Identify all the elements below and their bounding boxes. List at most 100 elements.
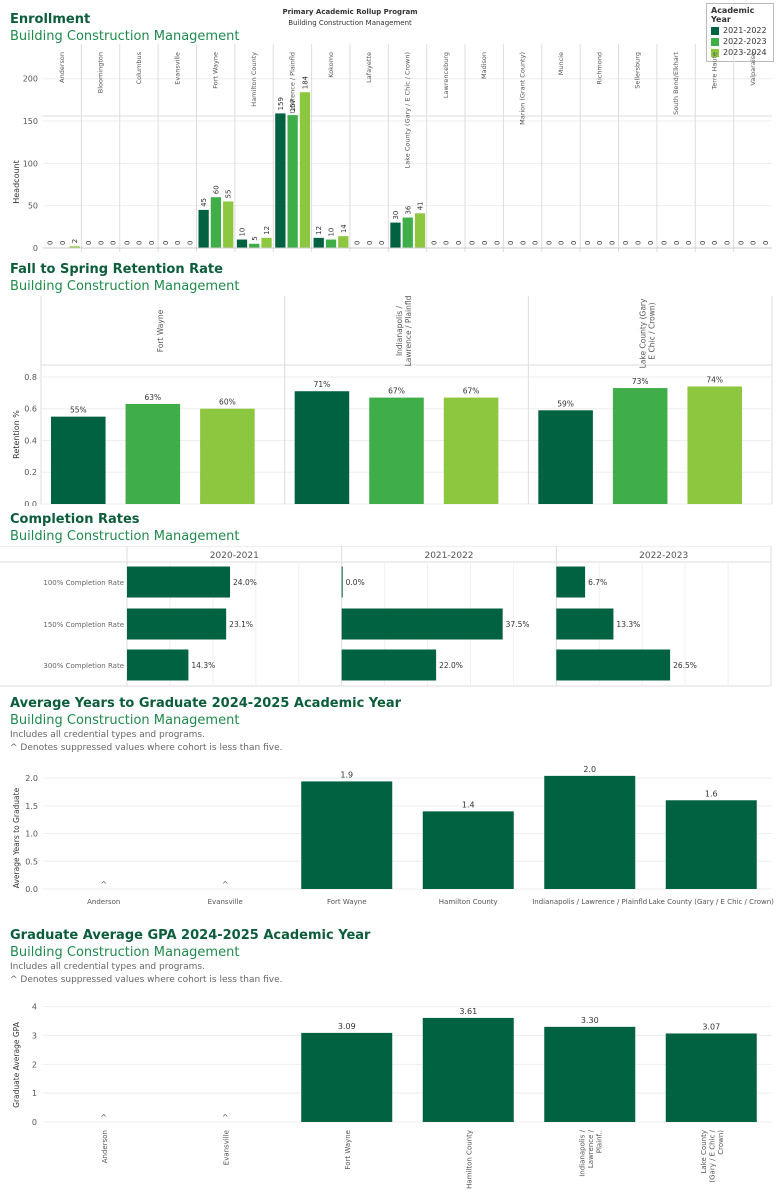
category-label-hamilton-county: Hamilton County: [465, 1130, 473, 1189]
y-tick-label: 0.6: [24, 405, 37, 414]
data-label: 1.4: [462, 800, 475, 809]
data-label: 0: [570, 241, 578, 245]
category-label-anderson: Anderson: [58, 52, 66, 83]
data-label: 0: [354, 241, 362, 245]
row-label-150-completion-rate: 150% Completion Rate: [43, 621, 124, 629]
data-label: 0: [558, 241, 566, 245]
y-axis-label: Retention %: [12, 410, 21, 459]
data-label: 0: [685, 241, 693, 245]
bar-indianapolis-lawrence-plainfld-2023-2024: [299, 92, 311, 249]
data-label: 1.9: [340, 770, 353, 779]
data-label: 0: [584, 241, 592, 245]
bar-lake-county-gary-e-chic-crown: [665, 800, 757, 889]
row-label-100-completion-rate: 100% Completion Rate: [43, 579, 124, 587]
y-tick-label: 0.0: [24, 500, 37, 506]
data-label: 41: [417, 201, 425, 210]
data-label: 0: [162, 241, 170, 245]
data-label: 0: [443, 241, 451, 245]
data-label: 14.3%: [191, 661, 215, 670]
data-label: 0: [430, 241, 438, 245]
category-label-indianapolis-lawrence-plainfld: Indianapolis / Lawrence / Plainfld: [288, 52, 296, 159]
bar-lake-county-gary-e-chic-crown-2023-2024: [414, 213, 426, 248]
bar-hamilton-county-2021-2022: [236, 239, 248, 248]
category-label-fort-wayne: Fort Wayne: [212, 52, 220, 89]
category-label-lafayette: Lafayette: [365, 52, 373, 83]
category-label-lake-county-gary-e-chic-crown: Lake County (Gary / E Chic / Crown): [649, 898, 775, 906]
bar-fort-wayne-2022-2023: [210, 197, 222, 248]
data-label: 74%: [706, 375, 723, 384]
panel-header-2022-2023: 2022-2023: [639, 551, 688, 561]
category-label-anderson: Anderson: [101, 1130, 109, 1163]
category-label-lake-county-gary-e-chic-crown: Lake County (Gary /E Chic / Crown): [639, 296, 657, 368]
category-label-anderson: Anderson: [87, 898, 120, 906]
bar-2020-2021-100-completion-rate: [127, 566, 231, 598]
data-label: 63%: [144, 393, 161, 402]
bar-hamilton-county-2022-2023: [249, 243, 260, 248]
enrollment-title: Enrollment: [10, 12, 91, 27]
category-label-indianapolis-lawrence-plainf: Indianapolis /Lawrence /Plainf..: [578, 1129, 603, 1176]
y-tick-label: 0: [32, 1118, 37, 1127]
bar-lake-county-gary-e-chic-crown-2021-2022: [390, 222, 401, 248]
data-label: 23.1%: [229, 620, 253, 629]
data-label: 0: [762, 241, 770, 245]
report-subtitle: Building Construction Management: [288, 19, 412, 27]
data-label: 157: [289, 99, 297, 112]
bar-indianapolis-lawrence-plainfld-2021-2022: [294, 391, 350, 504]
data-label: 0: [174, 241, 182, 245]
data-label: 67%: [463, 387, 480, 396]
suppressed-marker: ^: [222, 880, 229, 889]
y-tick-label: 4: [32, 1003, 37, 1012]
data-label: 0: [750, 241, 758, 245]
bar-lake-county-gary-e-chic-crown-2021-2022: [538, 410, 593, 504]
y-tick-label: 3: [32, 1031, 37, 1040]
data-label: 3.07: [702, 1022, 720, 1031]
legend: Academic Year 2021-2022 2022-2023 2023-2…: [706, 3, 774, 62]
data-label: 0.0%: [346, 578, 365, 587]
years-subtitle: Building Construction Management: [10, 713, 240, 728]
y-axis-label: Headcount: [12, 160, 21, 204]
category-label-hamilton-county: Hamilton County: [250, 52, 258, 107]
bar-lake-county-gary-e-chic-crown-2022-2023: [612, 388, 668, 504]
legend-item-2022-2023: 2022-2023: [711, 37, 769, 46]
bar-indianapolis-lawrence-plainfld-2023-2024: [443, 397, 499, 504]
gpa-title: Graduate Average GPA 2024-2025 Academic …: [10, 928, 371, 943]
y-tick-label: 1: [32, 1089, 37, 1098]
legend-item-2021-2022: 2021-2022: [711, 26, 769, 35]
years-note-suppressed: ^ Denotes suppressed values where cohort…: [10, 743, 283, 753]
enrollment-subtitle: Building Construction Management: [10, 29, 240, 44]
bar-hamilton-county: [422, 1017, 514, 1122]
category-label-lake-county-gary-e-chic-crown: Lake County (Gary / E Chic / Crown): [404, 52, 412, 168]
legend-label: 2023-2024: [723, 48, 767, 57]
data-label: 0: [647, 241, 655, 245]
data-label: 0: [148, 241, 156, 245]
bar-fort-wayne: [301, 781, 393, 889]
category-label-hamilton-county: Hamilton County: [439, 898, 498, 906]
category-label-evansville: Evansville: [208, 898, 243, 906]
category-label-fort-wayne: Fort Wayne: [327, 898, 367, 906]
data-label: 0: [469, 241, 477, 245]
data-label: 3.09: [338, 1022, 356, 1031]
years-chart: 0.0 0.5 1.0 1.5 2.0 Average Years to Graduate…: [12, 765, 775, 906]
category-label-indianapolis-lawrence-plainfld: Indianapolis / Lawrence / Plainfld: [532, 898, 647, 906]
category-label-fort-wayne: Fort Wayne: [344, 1130, 352, 1170]
data-label: 2: [71, 239, 79, 243]
category-label-madison: Madison: [480, 52, 488, 79]
y-axis-label: Average Years to Graduate: [12, 787, 21, 888]
bar-indianapolis-lawrence-plainfld-2022-2023: [287, 115, 298, 248]
bar-anderson-2023-2024: [69, 246, 80, 248]
category-label-richmond: Richmond: [595, 52, 603, 85]
bar-kokomo-2021-2022: [313, 237, 324, 248]
bar-fort-wayne: [301, 1032, 393, 1122]
data-label: 0: [711, 241, 719, 245]
data-label: 0: [596, 241, 604, 245]
bar-fort-wayne-2023-2024: [223, 201, 234, 248]
data-label: 0: [622, 241, 630, 245]
data-label: 184: [301, 75, 309, 89]
y-tick-label: 150: [23, 117, 38, 126]
data-label: 71%: [314, 380, 331, 389]
row-label-300-completion-rate: 300% Completion Rate: [43, 662, 124, 670]
data-label: 30: [392, 211, 400, 220]
data-label: 10: [328, 228, 336, 237]
data-label: 10: [238, 228, 246, 237]
